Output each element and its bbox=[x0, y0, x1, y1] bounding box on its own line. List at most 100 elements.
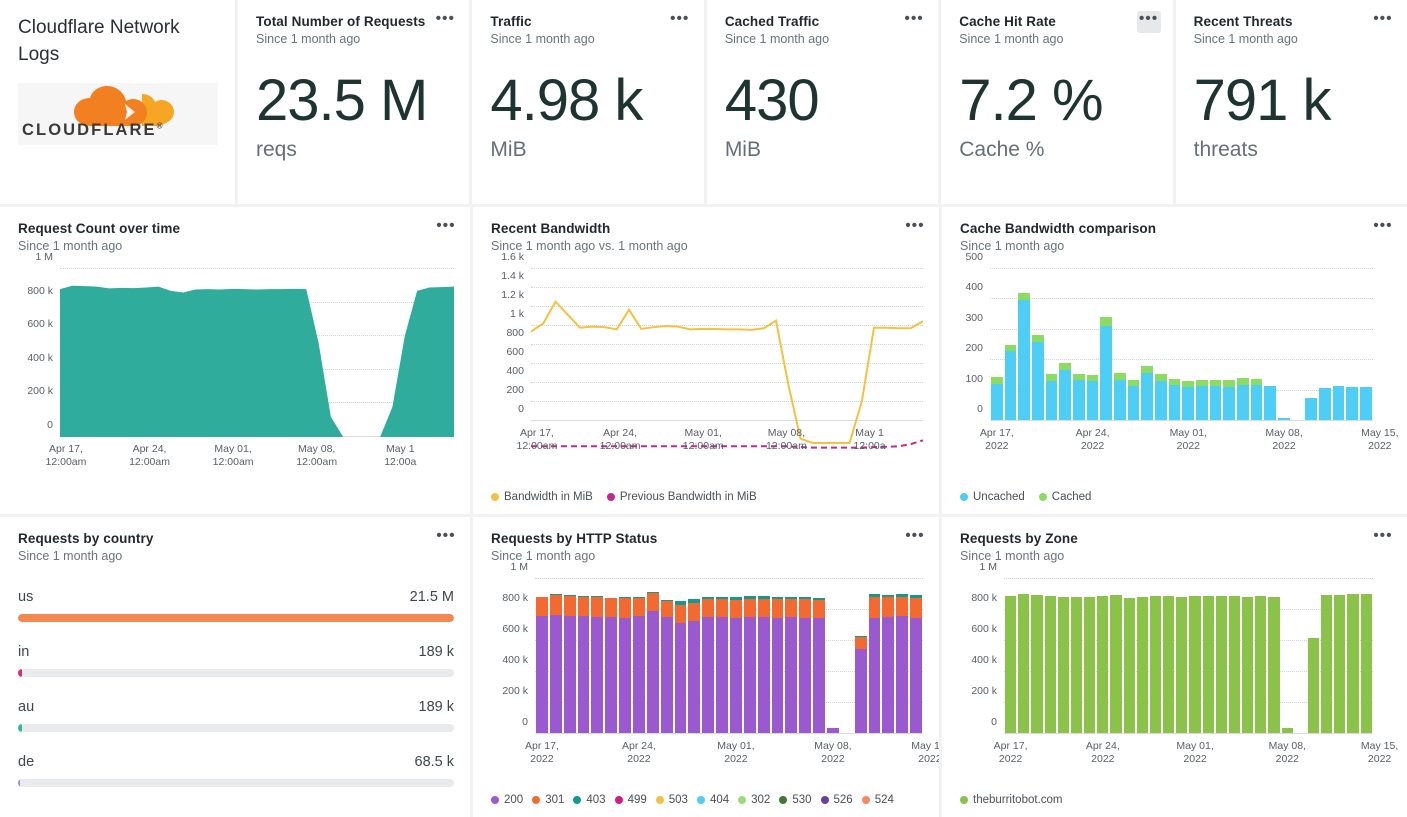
panel-menu-button[interactable]: ••• bbox=[436, 217, 456, 234]
legend-item[interactable]: 503 bbox=[655, 794, 688, 806]
bar-slot[interactable] bbox=[854, 579, 868, 733]
panel-menu-button[interactable]: ••• bbox=[1136, 11, 1161, 33]
bar-slot[interactable] bbox=[1072, 269, 1086, 420]
bar-slot[interactable] bbox=[784, 579, 798, 733]
bar-slot[interactable] bbox=[604, 579, 618, 733]
panel-menu-button[interactable]: ••• bbox=[905, 527, 925, 544]
bar-slot[interactable] bbox=[632, 579, 646, 733]
bar-slot[interactable] bbox=[1277, 269, 1291, 420]
bar-slot[interactable] bbox=[1209, 269, 1223, 420]
bar-slot[interactable] bbox=[840, 579, 854, 733]
panel-menu-button[interactable]: ••• bbox=[905, 217, 925, 234]
bar-slot[interactable] bbox=[1215, 579, 1228, 733]
chart-request-count-over-time[interactable]: 0 200 k 400 k 600 k 800 k 1 M Apr 17, 12:00am A… bbox=[18, 251, 454, 469]
chart-cache-bandwidth-comparison[interactable]: 0 100 200 300 400 500 Apr 17, 2022 Apr 24, 2022 M… bbox=[960, 251, 1398, 453]
bar-slot[interactable] bbox=[1099, 269, 1113, 420]
bar-slot[interactable] bbox=[812, 579, 826, 733]
chart-requests-by-http-status[interactable]: 0 200 k 400 k 600 k 800 k 1 M Apr 17, 2022 Apr … bbox=[491, 561, 939, 766]
bar-slot[interactable] bbox=[1254, 579, 1267, 733]
bar-slot[interactable] bbox=[1307, 579, 1320, 733]
bar-slot[interactable] bbox=[674, 579, 688, 733]
chart-requests-by-zone[interactable]: 0 200 k 400 k 600 k 800 k 1 M Apr 17, 2022 Apr … bbox=[960, 561, 1398, 766]
bar-slot[interactable] bbox=[1083, 579, 1096, 733]
bar-slot[interactable] bbox=[535, 579, 549, 733]
bar-slot[interactable] bbox=[1175, 579, 1188, 733]
legend-item[interactable]: theburritobot.com bbox=[960, 794, 1063, 806]
legend-item[interactable]: 403 bbox=[573, 794, 606, 806]
bar-slot[interactable] bbox=[1304, 269, 1318, 420]
bar-slot[interactable] bbox=[1004, 579, 1017, 733]
legend-item[interactable]: 200 bbox=[491, 794, 523, 806]
bar-slot[interactable] bbox=[646, 579, 660, 733]
bar-slot[interactable] bbox=[1291, 269, 1305, 420]
legend-item[interactable]: Previous Bandwidth in MiB bbox=[606, 491, 757, 503]
bar-slot[interactable] bbox=[771, 579, 785, 733]
panel-menu-button[interactable]: ••• bbox=[1373, 217, 1393, 234]
bar-slot[interactable] bbox=[1086, 269, 1100, 420]
bar-slot[interactable] bbox=[868, 579, 882, 733]
legend-item[interactable]: Uncached bbox=[960, 491, 1025, 503]
bar-slot[interactable] bbox=[577, 579, 591, 733]
bar-slot[interactable] bbox=[1057, 579, 1070, 733]
bar-slot[interactable] bbox=[1030, 579, 1043, 733]
bar-slot[interactable] bbox=[1241, 579, 1254, 733]
bar-slot[interactable] bbox=[895, 579, 909, 733]
bar-slot[interactable] bbox=[881, 579, 895, 733]
panel-menu-button[interactable]: ••• bbox=[904, 10, 924, 27]
bar-slot[interactable] bbox=[701, 579, 715, 733]
legend-item[interactable]: 404 bbox=[696, 794, 729, 806]
bar-slot[interactable] bbox=[1109, 579, 1122, 733]
bar-slot[interactable] bbox=[1017, 579, 1030, 733]
bar-slot[interactable] bbox=[1195, 269, 1209, 420]
legend-item[interactable]: 499 bbox=[614, 794, 647, 806]
bar-slot[interactable] bbox=[826, 579, 840, 733]
bar-slot[interactable] bbox=[1294, 579, 1307, 733]
bar-slot[interactable] bbox=[1149, 579, 1162, 733]
legend-item[interactable]: 524 bbox=[861, 794, 894, 806]
bar-slot[interactable] bbox=[1250, 269, 1264, 420]
legend-item[interactable]: 302 bbox=[738, 794, 770, 806]
bar-slot[interactable] bbox=[990, 269, 1004, 420]
bar-slot[interactable] bbox=[1263, 269, 1277, 420]
panel-menu-button[interactable]: ••• bbox=[436, 527, 456, 544]
bar-slot[interactable] bbox=[1318, 269, 1332, 420]
bar-slot[interactable] bbox=[563, 579, 577, 733]
bar-slot[interactable] bbox=[1222, 269, 1236, 420]
bar-slot[interactable] bbox=[1004, 269, 1018, 420]
bar-slot[interactable] bbox=[729, 579, 743, 733]
panel-menu-button[interactable]: ••• bbox=[435, 10, 456, 27]
bar-slot[interactable] bbox=[798, 579, 812, 733]
bar-slot[interactable] bbox=[1127, 269, 1141, 420]
bar-slot[interactable] bbox=[1181, 269, 1195, 420]
list-item[interactable]: in 189 k bbox=[18, 644, 454, 677]
bar-slot[interactable] bbox=[1320, 579, 1333, 733]
bar-slot[interactable] bbox=[1202, 579, 1215, 733]
bar-slot[interactable] bbox=[1140, 269, 1154, 420]
legend-item[interactable]: 301 bbox=[532, 794, 564, 806]
bar-slot[interactable] bbox=[1228, 579, 1241, 733]
bar-slot[interactable] bbox=[1096, 579, 1109, 733]
bar-slot[interactable] bbox=[660, 579, 674, 733]
legend-item[interactable]: 526 bbox=[820, 794, 853, 806]
bar-slot[interactable] bbox=[1267, 579, 1280, 733]
bar-slot[interactable] bbox=[1058, 269, 1072, 420]
bar-slot[interactable] bbox=[1281, 579, 1294, 733]
bar-slot[interactable] bbox=[1113, 269, 1127, 420]
bar-slot[interactable] bbox=[1236, 269, 1250, 420]
bar-slot[interactable] bbox=[743, 579, 757, 733]
bar-slot[interactable] bbox=[1345, 269, 1359, 420]
bar-slot[interactable] bbox=[1332, 269, 1346, 420]
bar-slot[interactable] bbox=[1188, 579, 1201, 733]
legend-item[interactable]: Cached bbox=[1038, 491, 1091, 503]
bar-slot[interactable] bbox=[1136, 579, 1149, 733]
legend-item[interactable]: Bandwidth in MiB bbox=[491, 491, 593, 503]
bar-slot[interactable] bbox=[1154, 269, 1168, 420]
bar-slot[interactable] bbox=[757, 579, 771, 733]
panel-menu-button[interactable]: ••• bbox=[1373, 10, 1393, 27]
chart-recent-bandwidth[interactable]: 0 200 400 600 800 1 k 1.2 k 1.4 k 1.6 k Apr 17, 1… bbox=[491, 251, 923, 453]
bar-slot[interactable] bbox=[1070, 579, 1083, 733]
bar-slot[interactable] bbox=[1044, 579, 1057, 733]
bar-slot[interactable] bbox=[1359, 269, 1373, 420]
bar-slot[interactable] bbox=[1123, 579, 1136, 733]
list-item[interactable]: de 68.5 k bbox=[18, 754, 454, 787]
